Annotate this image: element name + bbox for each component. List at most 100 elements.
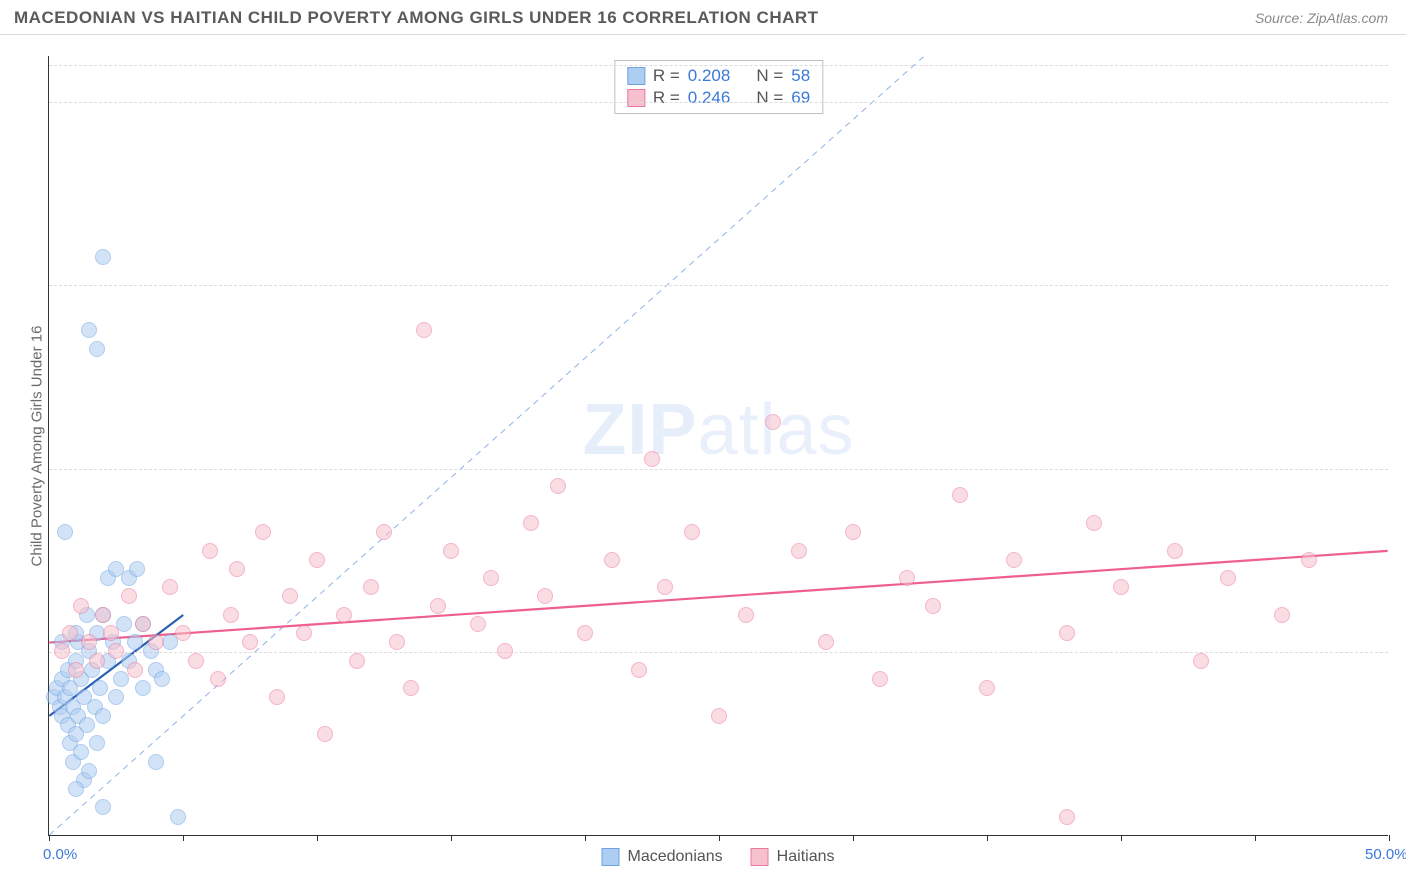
data-point — [148, 634, 164, 650]
x-tick-label: 0.0% — [43, 846, 77, 863]
data-point — [684, 524, 700, 540]
y-axis-label: Child Poverty Among Girls Under 16 — [29, 325, 46, 566]
data-point — [363, 579, 379, 595]
data-point — [443, 543, 459, 559]
data-point — [1059, 625, 1075, 641]
x-tick-label: 50.0% — [1365, 846, 1406, 863]
data-point — [255, 524, 271, 540]
data-point — [537, 588, 553, 604]
gridline — [49, 285, 1388, 286]
swatch-icon — [751, 848, 769, 866]
data-point — [108, 689, 124, 705]
data-point — [349, 653, 365, 669]
data-point — [1167, 543, 1183, 559]
data-point — [103, 625, 119, 641]
data-point — [121, 588, 137, 604]
data-point — [188, 653, 204, 669]
data-point — [282, 588, 298, 604]
data-point — [162, 579, 178, 595]
data-point — [62, 625, 78, 641]
data-point — [89, 653, 105, 669]
data-point — [336, 607, 352, 623]
data-point — [269, 689, 285, 705]
data-point — [81, 763, 97, 779]
data-point — [89, 735, 105, 751]
data-point — [81, 322, 97, 338]
x-tick — [987, 835, 988, 841]
data-point — [79, 717, 95, 733]
data-point — [711, 708, 727, 724]
data-point — [175, 625, 191, 641]
data-point — [845, 524, 861, 540]
data-point — [54, 643, 70, 659]
data-point — [644, 451, 660, 467]
data-point — [92, 680, 108, 696]
data-point — [127, 634, 143, 650]
scatter-plot: Child Poverty Among Girls Under 16 ZIPat… — [48, 56, 1388, 836]
data-point — [148, 754, 164, 770]
data-point — [1220, 570, 1236, 586]
data-point — [73, 744, 89, 760]
data-point — [127, 662, 143, 678]
data-point — [952, 487, 968, 503]
data-point — [416, 322, 432, 338]
stats-row: R = 0.208 N = 58 — [627, 65, 810, 87]
data-point — [129, 561, 145, 577]
data-point — [979, 680, 995, 696]
data-point — [135, 616, 151, 632]
data-point — [202, 543, 218, 559]
data-point — [57, 524, 73, 540]
x-tick — [719, 835, 720, 841]
x-tick — [183, 835, 184, 841]
data-point — [631, 662, 647, 678]
gridline — [49, 65, 1388, 66]
data-point — [604, 552, 620, 568]
data-point — [73, 598, 89, 614]
data-point — [577, 625, 593, 641]
data-point — [430, 598, 446, 614]
data-point — [925, 598, 941, 614]
data-point — [81, 634, 97, 650]
data-point — [95, 607, 111, 623]
chart-area: Child Poverty Among Girls Under 16 ZIPat… — [48, 56, 1388, 836]
data-point — [872, 671, 888, 687]
data-point — [899, 570, 915, 586]
legend-item: Macedonians — [602, 848, 723, 866]
data-point — [229, 561, 245, 577]
swatch-icon — [602, 848, 620, 866]
data-point — [483, 570, 499, 586]
data-point — [317, 726, 333, 742]
data-point — [1086, 515, 1102, 531]
x-tick — [1389, 835, 1390, 841]
data-point — [470, 616, 486, 632]
data-point — [389, 634, 405, 650]
gridline — [49, 469, 1388, 470]
data-point — [242, 634, 258, 650]
data-point — [210, 671, 226, 687]
data-point — [818, 634, 834, 650]
data-point — [309, 552, 325, 568]
data-point — [1274, 607, 1290, 623]
swatch-icon — [627, 89, 645, 107]
x-tick — [451, 835, 452, 841]
x-tick — [317, 835, 318, 841]
legend-item: Haitians — [751, 848, 835, 866]
x-tick — [1121, 835, 1122, 841]
data-point — [296, 625, 312, 641]
swatch-icon — [627, 67, 645, 85]
data-point — [170, 809, 186, 825]
data-point — [1113, 579, 1129, 595]
gridline — [49, 102, 1388, 103]
data-point — [89, 341, 105, 357]
data-point — [1059, 809, 1075, 825]
x-tick — [1255, 835, 1256, 841]
stats-legend-box: R = 0.208 N = 58 R = 0.246 N = 69 — [614, 60, 823, 114]
data-point — [116, 616, 132, 632]
data-point — [1006, 552, 1022, 568]
data-point — [135, 680, 151, 696]
data-point — [738, 607, 754, 623]
data-point — [68, 662, 84, 678]
chart-header: MACEDONIAN VS HAITIAN CHILD POVERTY AMON… — [0, 0, 1406, 35]
data-point — [68, 781, 84, 797]
data-point — [497, 643, 513, 659]
